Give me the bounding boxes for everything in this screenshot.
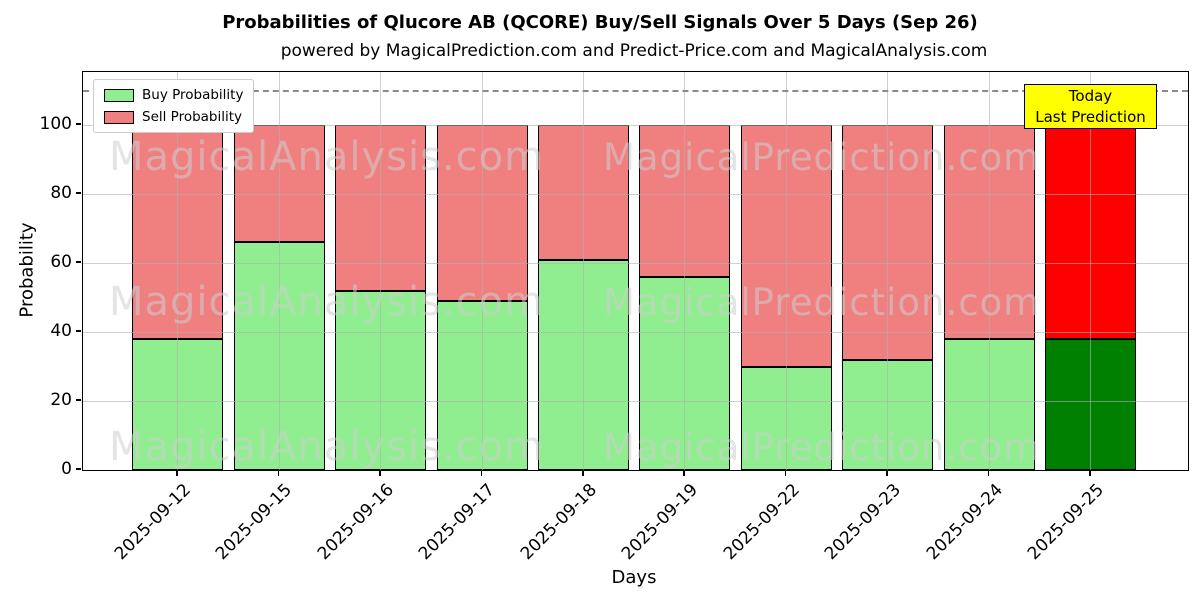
y-axis-label: Probability <box>16 222 38 318</box>
x-tick-label-2025-09-16: 2025-09-16 <box>313 480 398 565</box>
sell-swatch-icon <box>104 110 134 124</box>
y-tick-label-40: 40 <box>50 321 72 341</box>
threshold-line <box>83 89 1188 92</box>
buy-swatch-icon <box>104 88 134 102</box>
legend-entry-sell: Sell Probability <box>104 109 243 125</box>
vgridline-2025-09-15 <box>278 72 280 470</box>
plot-area: MagicalAnalysis.com MagicalPrediction.com… <box>82 71 1189 471</box>
legend-label-buy: Buy Probability <box>142 87 244 103</box>
hgridline-60 <box>83 262 1188 264</box>
y-tick-label-20: 20 <box>50 390 72 410</box>
hgridline-20 <box>83 400 1188 402</box>
y-tickmark-80 <box>75 192 81 194</box>
x-tickmark-2025-09-12 <box>176 470 178 476</box>
x-tickmark-2025-09-15 <box>277 470 280 476</box>
y-tick-label-80: 80 <box>50 183 72 203</box>
watermark-right-row3: MagicalPrediction.com <box>603 426 1041 469</box>
x-tick-label-2025-09-19: 2025-09-19 <box>618 480 703 565</box>
y-tickmark-20 <box>75 399 81 401</box>
x-tick-label-2025-09-15: 2025-09-15 <box>212 480 297 565</box>
watermark-left-row2: MagicalAnalysis.com <box>109 279 545 325</box>
x-tick-label-2025-09-17: 2025-09-17 <box>415 480 500 565</box>
y-tick-label-0: 0 <box>61 459 72 479</box>
hgridline-100 <box>83 124 1188 126</box>
vgridline-2025-09-25 <box>1090 72 1092 470</box>
y-tickmark-60 <box>75 261 81 263</box>
watermark-layer: MagicalAnalysis.com MagicalPrediction.com… <box>83 72 1188 470</box>
x-tick-label-2025-09-23: 2025-09-23 <box>820 480 906 565</box>
x-tickmark-2025-09-23 <box>886 470 888 476</box>
today-annotation-line2: Last Prediction <box>1035 107 1146 126</box>
vgridline-2025-09-18 <box>583 72 584 470</box>
watermark-left-row3: MagicalAnalysis.com <box>109 424 545 470</box>
vgridline-2025-09-19 <box>684 72 686 470</box>
vgridline-2025-09-24 <box>988 72 990 470</box>
chart-subtitle: powered by MagicalPrediction.com and Pre… <box>280 41 988 61</box>
today-annotation-line1: Today <box>1068 86 1113 105</box>
x-tickmark-2025-09-16 <box>379 470 381 476</box>
x-tickmark-2025-09-18 <box>582 470 584 476</box>
vgridline-2025-09-12 <box>177 72 179 470</box>
y-tickmark-100 <box>75 123 81 125</box>
y-tick-label-60: 60 <box>50 252 72 272</box>
hgridline-40 <box>83 331 1188 333</box>
x-tickmark-2025-09-17 <box>480 470 483 476</box>
vgridline-2025-09-16 <box>380 72 382 470</box>
watermark-right-row1: MagicalPrediction.com <box>603 136 1041 179</box>
vgridline-2025-09-17 <box>481 72 483 470</box>
hgridline-80 <box>83 193 1188 195</box>
watermark-left-row1: MagicalAnalysis.com <box>109 134 545 180</box>
today-annotation: Today Last Prediction <box>1024 84 1157 129</box>
x-tick-label-2025-09-18: 2025-09-18 <box>516 480 601 565</box>
x-tickmark-2025-09-19 <box>683 470 685 476</box>
x-tick-label-2025-09-24: 2025-09-24 <box>922 480 1007 565</box>
watermark-right-row2: MagicalPrediction.com <box>603 281 1041 324</box>
x-tick-label-2025-09-12: 2025-09-12 <box>110 480 195 565</box>
legend-entry-buy: Buy Probability <box>104 87 243 103</box>
x-axis-label: Days <box>611 567 657 588</box>
y-tick-label-100: 100 <box>39 114 72 134</box>
x-tick-label-2025-09-25: 2025-09-25 <box>1023 480 1108 565</box>
x-tickmark-2025-09-22 <box>784 470 787 476</box>
gridlines-layer <box>83 72 1188 470</box>
legend: Buy Probability Sell Probability <box>93 79 255 133</box>
chart-title: Probabilities of Qlucore AB (QCORE) Buy/… <box>222 12 978 33</box>
x-tickmark-2025-09-25 <box>1089 470 1091 476</box>
y-tickmark-0 <box>75 468 81 470</box>
y-tickmark-40 <box>75 330 81 332</box>
x-tickmark-2025-09-24 <box>987 470 990 476</box>
x-tick-label-2025-09-22: 2025-09-22 <box>719 480 804 565</box>
vgridline-2025-09-23 <box>887 72 889 470</box>
vgridline-2025-09-22 <box>785 72 787 470</box>
legend-label-sell: Sell Probability <box>142 109 243 125</box>
